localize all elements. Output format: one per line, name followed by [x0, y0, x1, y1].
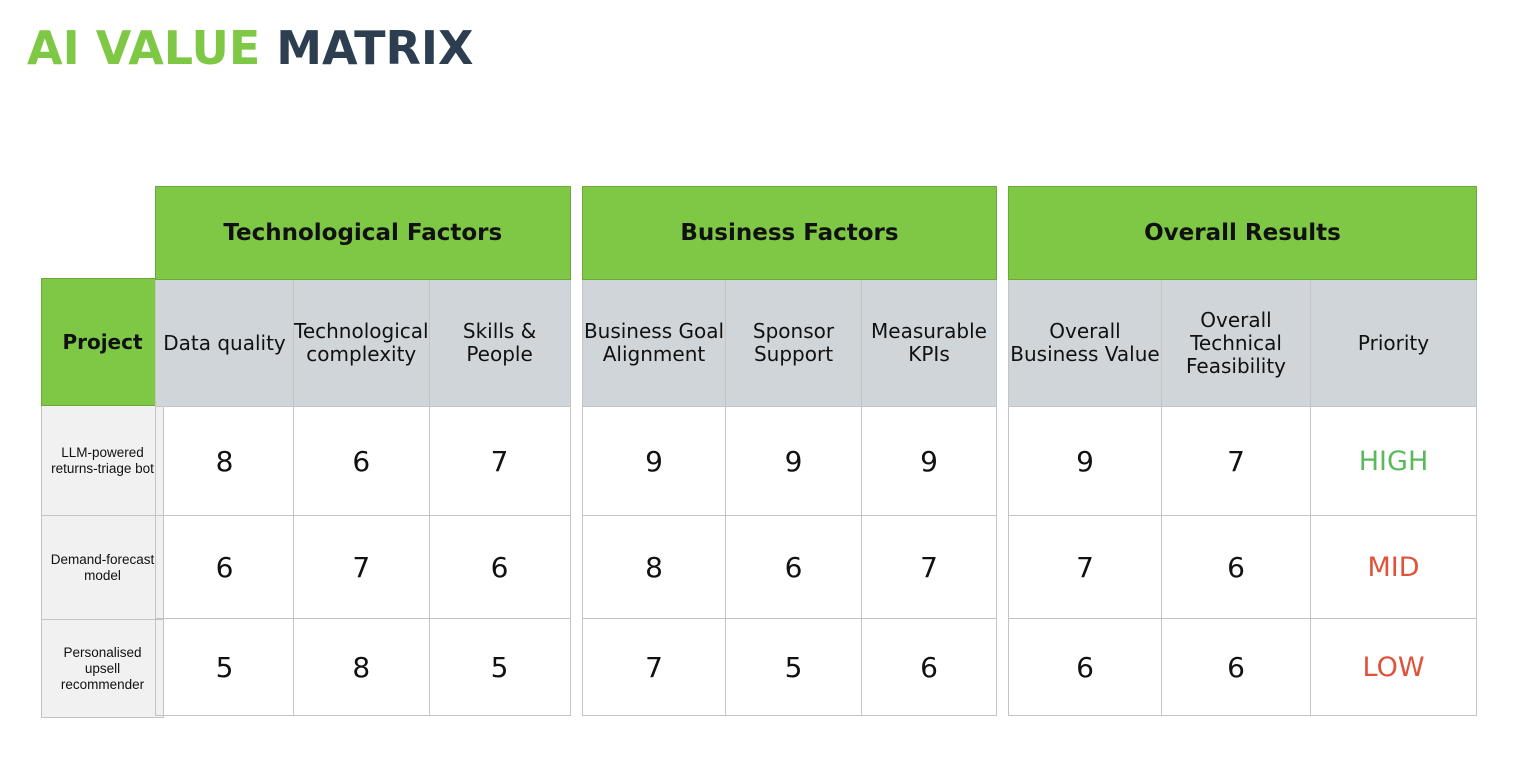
score-cell: 8: [582, 515, 726, 619]
column-header: Measurable KPIs: [861, 279, 997, 407]
score-cell: 5: [428, 618, 571, 716]
overall-results-table: Overall Results Overall Business Value O…: [1008, 186, 1477, 716]
business-factors-table: Business Factors Business Goal Alignment…: [582, 186, 997, 716]
score-cell: 6: [1008, 618, 1162, 716]
score-cell: 8: [293, 618, 430, 716]
overall-results-block: Overall Results Overall Business Value O…: [1008, 186, 1477, 716]
priority-cell: MID: [1310, 515, 1477, 619]
project-table: Project LLM-powered returns-triage bot D…: [41, 278, 164, 718]
column-header: Overall Technical Feasibility: [1161, 279, 1311, 407]
priority-cell: HIGH: [1310, 406, 1477, 516]
score-cell: 7: [293, 515, 430, 619]
page-title: AI VALUE MATRIX: [27, 22, 473, 74]
score-cell: 7: [861, 515, 997, 619]
group-header-technological: Technological Factors: [155, 186, 571, 280]
score-cell: 6: [1161, 618, 1311, 716]
group-header-business: Business Factors: [582, 186, 997, 280]
score-cell: 8: [155, 406, 294, 516]
technological-factors-block: Technological Factors Data quality Techn…: [155, 186, 571, 716]
score-cell: 6: [293, 406, 430, 516]
column-header: Technological complexity: [293, 279, 430, 407]
priority-cell: LOW: [1310, 618, 1477, 716]
score-cell: 5: [155, 618, 294, 716]
score-cell: 7: [1161, 406, 1311, 516]
score-cell: 9: [861, 406, 997, 516]
score-cell: 6: [428, 515, 571, 619]
group-header-overall: Overall Results: [1008, 186, 1477, 280]
project-column: Project LLM-powered returns-triage bot D…: [41, 278, 164, 718]
score-cell: 6: [725, 515, 862, 619]
technological-factors-table: Technological Factors Data quality Techn…: [155, 186, 571, 716]
title-part-green: AI VALUE: [27, 21, 261, 75]
score-cell: 9: [1008, 406, 1162, 516]
score-cell: 7: [582, 618, 726, 716]
score-cell: 9: [725, 406, 862, 516]
score-cell: 6: [155, 515, 294, 619]
business-factors-block: Business Factors Business Goal Alignment…: [582, 186, 997, 716]
score-cell: 7: [1008, 515, 1162, 619]
column-header: Data quality: [155, 279, 294, 407]
project-header: Project: [41, 278, 164, 406]
project-name: Personalised upsell recommender: [41, 619, 164, 718]
project-name: Demand-forecast model: [41, 515, 164, 620]
column-header: Priority: [1310, 279, 1477, 407]
score-cell: 7: [428, 406, 571, 516]
score-cell: 9: [582, 406, 726, 516]
column-header: Skills & People: [428, 279, 571, 407]
column-header: Business Goal Alignment: [582, 279, 726, 407]
column-header: Sponsor Support: [725, 279, 862, 407]
score-cell: 5: [725, 618, 862, 716]
score-cell: 6: [861, 618, 997, 716]
title-part-dark: MATRIX: [276, 21, 474, 75]
project-name: LLM-powered returns-triage bot: [41, 405, 164, 516]
score-cell: 6: [1161, 515, 1311, 619]
column-header: Overall Business Value: [1008, 279, 1162, 407]
